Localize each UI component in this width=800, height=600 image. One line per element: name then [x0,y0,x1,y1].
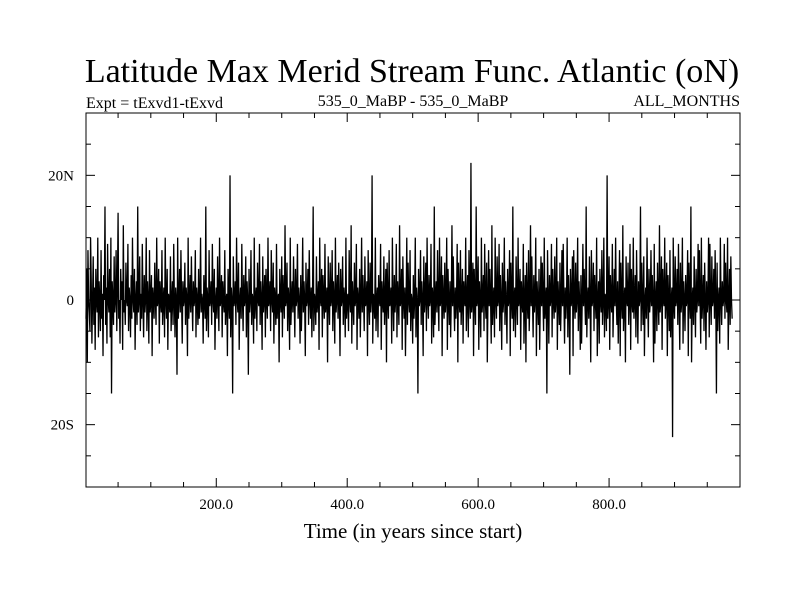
x-axis-label: Time (in years since start) [304,519,523,543]
x-tick-label: 600.0 [461,497,495,513]
y-tick-label: 0 [67,293,75,309]
x-tick-label: 800.0 [592,497,626,513]
subtitle-period: 535_0_MaBP - 535_0_MaBP [318,93,509,110]
subtitle-months: ALL_MONTHS [633,93,740,110]
chart-title: Latitude Max Merid Stream Func. Atlantic… [85,53,739,90]
series-layer [85,162,733,438]
x-tick-label: 200.0 [199,497,233,513]
series-line [85,162,733,438]
subtitle-experiment: Expt = tExvd1-tExvd [86,95,223,112]
x-tick-label: 400.0 [330,497,364,513]
y-tick-label: 20S [51,418,74,434]
plot-area-frame [85,112,741,488]
axis-tick-labels: 200.0 400.0 600.0 800.0 20N 0 20S [48,168,626,513]
y-tick-label: 20N [48,168,74,184]
